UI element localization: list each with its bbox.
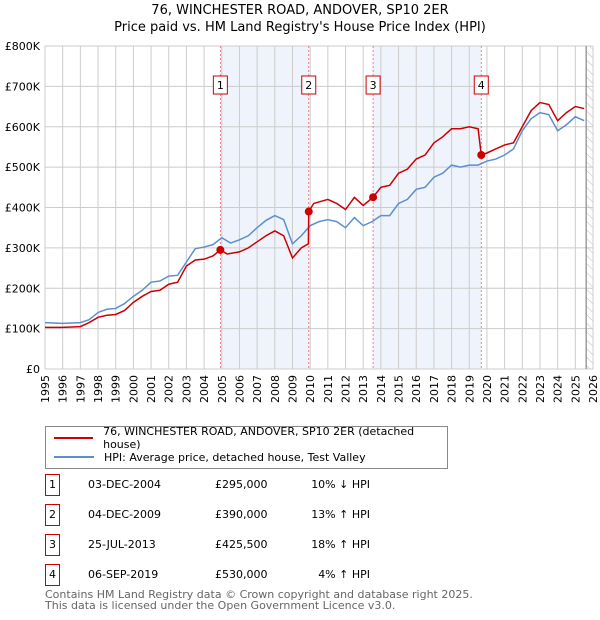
x-tick-label: 2006 <box>233 375 246 403</box>
footer: Contains HM Land Registry data © Crown c… <box>45 589 473 611</box>
x-tick-label: 2011 <box>322 375 335 403</box>
x-tick-label: 2016 <box>410 375 423 403</box>
x-tick-label: 2018 <box>446 375 459 403</box>
table-row: 4 06-SEP-2019 £530,000 4% ↑ HPI <box>45 564 445 586</box>
sale-date: 04-DEC-2009 <box>88 508 162 521</box>
x-tick-label: 2000 <box>127 375 140 403</box>
sale-label: 2 <box>305 79 312 92</box>
x-tick-label: 2004 <box>198 375 211 403</box>
x-tick-label: 2012 <box>340 375 353 403</box>
x-tick-label: 2022 <box>516 375 529 403</box>
sale-price: £390,000 <box>215 508 268 521</box>
x-tick-label: 1996 <box>57 375 70 403</box>
sale-point <box>304 207 313 216</box>
legend-red-line <box>54 437 94 439</box>
legend-item-property: 76, WINCHESTER ROAD, ANDOVER, SP10 2ER (… <box>54 425 447 451</box>
sale-number: 3 <box>45 534 60 556</box>
chart-subtitle: Price paid vs. HM Land Registry's House … <box>114 20 486 35</box>
y-tick-label: £200K <box>5 282 41 295</box>
sale-label: 1 <box>217 79 224 92</box>
sale-date: 06-SEP-2019 <box>88 568 159 581</box>
property-price-line <box>45 101 585 329</box>
x-tick-label: 2021 <box>499 375 512 403</box>
legend-label: 76, WINCHESTER ROAD, ANDOVER, SP10 2ER (… <box>103 425 415 451</box>
x-tick-label: 2014 <box>375 375 388 403</box>
y-tick-label: £800K <box>5 40 41 53</box>
x-tick-label: 2020 <box>481 375 494 403</box>
table-row: 3 25-JUL-2013 £425,500 18% ↑ HPI <box>45 534 445 556</box>
x-tick-label: 2019 <box>463 375 476 403</box>
sale-label-box <box>365 75 381 95</box>
sale-number: 2 <box>45 504 60 526</box>
y-tick-label: £400K <box>5 202 41 215</box>
x-tick-label: 2005 <box>216 375 229 403</box>
legend: 76, WINCHESTER ROAD, ANDOVER, SP10 2ER (… <box>45 425 448 469</box>
y-tick-label: £100K <box>5 323 41 336</box>
sale-point <box>369 193 378 202</box>
table-row: 1 03-DEC-2004 £295,000 10% ↓ HPI <box>45 474 445 496</box>
sale-label: 3 <box>370 79 377 92</box>
x-tick-label: 1998 <box>92 375 105 403</box>
footer-line: Contains HM Land Registry data © Crown c… <box>45 588 473 601</box>
sale-price: £530,000 <box>215 568 268 581</box>
sale-price: £425,500 <box>215 538 268 551</box>
price-chart: 1995 1996 1997 1998 1999 2000 2001 2002 2003 2004… <box>5 40 600 403</box>
x-tick-label: 2002 <box>163 375 176 403</box>
x-tick-label: 2001 <box>145 375 158 403</box>
x-tick-label: 2025 <box>569 375 582 403</box>
x-tick-label: 2007 <box>251 375 264 403</box>
table-row: 2 04-DEC-2009 £390,000 13% ↑ HPI <box>45 504 445 526</box>
hpi-line <box>44 111 585 325</box>
x-tick-label: 2023 <box>534 375 547 403</box>
sale-hpi-diff: 4% ↑ HPI <box>318 568 370 581</box>
y-tick-label: £600K <box>5 121 41 134</box>
x-tick-label: 2013 <box>357 375 370 403</box>
legend-item-hpi: HPI: Average price, detached house, Test… <box>54 449 366 465</box>
legend-label: HPI: Average price, detached house, Test… <box>104 450 366 464</box>
y-tick-label: £0 <box>26 363 40 376</box>
y-tick-label: £300K <box>5 242 41 255</box>
sale-number: 4 <box>45 564 60 586</box>
sale-price: £295,000 <box>215 478 268 491</box>
x-tick-label: 1999 <box>110 375 123 403</box>
sale-hpi-diff: 10% ↓ HPI <box>311 478 370 491</box>
x-tick-label: 2003 <box>180 375 193 403</box>
y-tick-label: £500K <box>5 161 41 174</box>
y-tick-label: £700K <box>5 80 41 93</box>
footer-line: This data is licensed under the Open Gov… <box>45 599 396 612</box>
x-tick-label: 1995 <box>39 375 52 403</box>
sale-date: 03-DEC-2004 <box>88 478 162 491</box>
legend-blue-line <box>54 456 94 458</box>
x-tick-label: 2017 <box>428 375 441 403</box>
x-tick-label: 2010 <box>304 375 317 403</box>
x-tick-label: 2026 <box>587 375 600 403</box>
sale-label-box <box>301 75 317 95</box>
sale-date: 25-JUL-2013 <box>88 538 156 551</box>
sale-number: 1 <box>45 474 60 496</box>
sale-label: 4 <box>478 79 485 92</box>
chart-title: 76, WINCHESTER ROAD, ANDOVER, SP10 2ER <box>151 3 449 18</box>
sale-label-box <box>212 75 228 95</box>
x-tick-label: 2009 <box>286 375 299 403</box>
sale-label-box <box>473 75 489 95</box>
x-tick-label: 1997 <box>74 375 87 403</box>
sale-hpi-diff: 18% ↑ HPI <box>311 538 370 551</box>
x-tick-label: 2008 <box>269 375 282 403</box>
sale-point <box>216 245 225 254</box>
x-tick-label: 2024 <box>552 375 565 403</box>
sale-point <box>477 151 486 160</box>
x-tick-label: 2015 <box>393 375 406 403</box>
sale-hpi-diff: 13% ↑ HPI <box>311 508 370 521</box>
